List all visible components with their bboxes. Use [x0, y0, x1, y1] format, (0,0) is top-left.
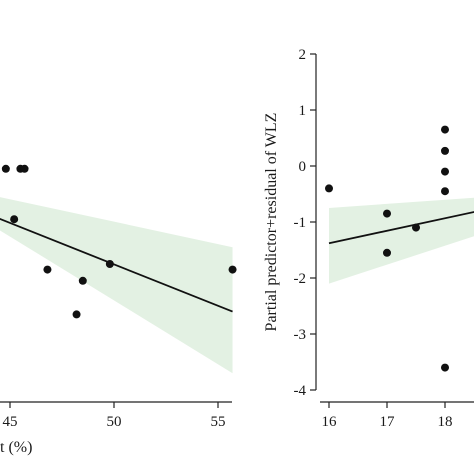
x-tick-label: 55 [211, 414, 226, 430]
data-point [228, 265, 237, 274]
data-point [441, 146, 449, 155]
right-chart-panel: 16 17 18 -4 -3 -2 -1 0 1 2 Partial predictor+resid… [263, 47, 474, 430]
data-point [20, 164, 29, 173]
data-point [383, 209, 391, 218]
data-point [325, 184, 333, 193]
x-tick-label: 16 [322, 414, 338, 430]
x-tick-label: 18 [438, 414, 453, 430]
x-tick-label: 45 [3, 414, 18, 430]
data-point [383, 248, 391, 257]
data-point [72, 310, 81, 319]
data-point [441, 187, 449, 196]
x-axis-title: t (%) [0, 439, 32, 456]
y-tick-label: 1 [299, 103, 307, 119]
regression-line [328, 211, 474, 245]
data-point [412, 223, 420, 232]
x-tick-label: 50 [107, 414, 122, 430]
confidence-band [0, 197, 233, 374]
y-tick-label: -1 [294, 215, 307, 231]
regression-line [0, 217, 233, 313]
y-tick-label: -3 [294, 327, 307, 343]
data-point [10, 215, 19, 224]
left-chart-panel: 45 50 55 t (%) [0, 164, 237, 456]
data-point [441, 125, 449, 134]
data-point [43, 265, 52, 274]
data-point [78, 276, 87, 285]
y-tick-label: 0 [299, 159, 307, 175]
data-point [105, 260, 114, 268]
data-point [441, 363, 449, 372]
y-axis-title: Partial predictor+residual of WLZ [263, 113, 280, 332]
x-tick-label: 17 [380, 414, 396, 430]
y-tick-label: 2 [299, 47, 307, 63]
data-point [441, 167, 449, 176]
data-point [1, 164, 10, 173]
y-tick-label: -2 [294, 271, 307, 287]
y-tick-label: -4 [294, 383, 307, 399]
